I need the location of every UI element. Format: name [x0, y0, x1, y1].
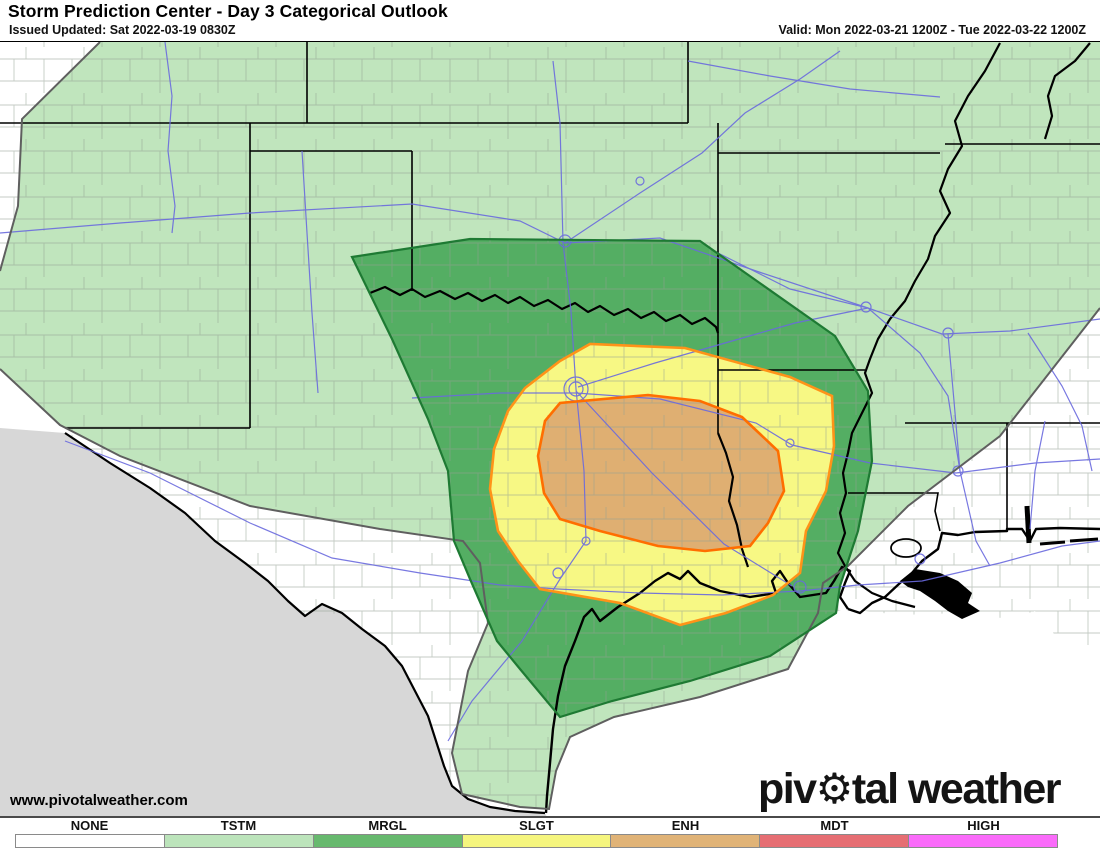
tennessee-river	[1043, 42, 1091, 140]
sabine-river	[716, 432, 750, 568]
slgt-border	[488, 342, 836, 627]
page-title: Storm Prediction Center - Day 3 Categori…	[8, 1, 448, 21]
legend-label-tstm: TSTM	[220, 818, 257, 833]
legend-label-high: HIGH	[967, 818, 1000, 833]
texas-coast	[544, 565, 852, 814]
legend-label-mdt: MDT	[820, 818, 849, 833]
lake-pontchartrain	[890, 538, 922, 558]
legend-label-slgt: SLGT	[519, 818, 554, 833]
mrgl-border	[350, 237, 874, 719]
issued-timestamp: Issued Updated: Sat 2022-03-19 0830Z	[9, 23, 236, 37]
valid-period: Valid: Mon 2022-03-21 1200Z - Tue 2022-0…	[778, 23, 1086, 37]
rio-grande	[64, 432, 546, 815]
gear-icon: ⚙	[815, 765, 854, 812]
risk-legend: NONE TSTM MRGL SLGT ENH MDT HIGH	[0, 818, 1100, 849]
legend-label-none: NONE	[70, 818, 109, 833]
legend-swatch-enh	[610, 834, 761, 848]
logo-text-right: tal weather	[851, 765, 1062, 813]
barrier-islands	[1039, 537, 1099, 546]
pivotal-weather-logo: piv⚙tal weather	[757, 764, 1062, 814]
legend-label-enh: ENH	[671, 818, 700, 833]
legend-swatch-high	[908, 834, 1059, 848]
outlook-map-svg	[0, 42, 1100, 816]
legend-swatch-tstm	[163, 834, 314, 848]
enh-border	[536, 393, 786, 553]
red-river	[369, 285, 720, 334]
outlook-map: www.pivotalweather.com piv⚙tal weather	[0, 41, 1100, 818]
rivers-layer	[64, 42, 1091, 815]
watermark-url: www.pivotalweather.com	[10, 792, 188, 809]
mobile-bay	[1024, 505, 1032, 544]
legend-swatches-row	[0, 834, 1100, 848]
legend-swatch-mdt	[759, 834, 910, 848]
mexico-area	[0, 428, 547, 816]
map-header: Storm Prediction Center - Day 3 Categori…	[0, 0, 1100, 41]
legend-swatch-mrgl	[312, 834, 463, 848]
legend-labels-row: NONE TSTM MRGL SLGT ENH MDT HIGH	[0, 818, 1100, 834]
tstm-border	[0, 42, 1100, 811]
mississippi-river	[836, 42, 1001, 609]
coastline-layer	[544, 505, 1100, 814]
legend-label-mrgl: MRGL	[368, 818, 407, 833]
logo-text-left: piv	[757, 765, 817, 813]
legend-swatch-none	[15, 834, 165, 848]
legend-swatch-slgt	[461, 834, 612, 848]
state-borders-layer	[0, 42, 1100, 532]
